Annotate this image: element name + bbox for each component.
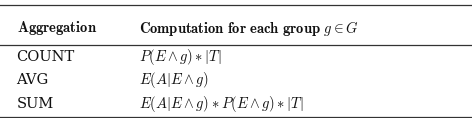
Text: $\mathbf{Computation\ for\ each\ group}\ \mathit{g} \in G$: $\mathbf{Computation\ for\ each\ group}\…: [139, 19, 359, 38]
Text: COUNT: COUNT: [17, 50, 75, 64]
Text: $P(E \wedge g)*|T|$: $P(E \wedge g)*|T|$: [139, 47, 222, 67]
Text: $\mathbf{Aggregation}$: $\mathbf{Aggregation}$: [17, 19, 97, 37]
Text: SUM: SUM: [17, 97, 54, 111]
Text: AVG: AVG: [17, 73, 49, 87]
Text: $E(A|E \wedge g)$: $E(A|E \wedge g)$: [139, 70, 210, 90]
Text: $E(A|E \wedge g)*P(E \wedge g)*|T|$: $E(A|E \wedge g)*P(E \wedge g)*|T|$: [139, 94, 304, 114]
